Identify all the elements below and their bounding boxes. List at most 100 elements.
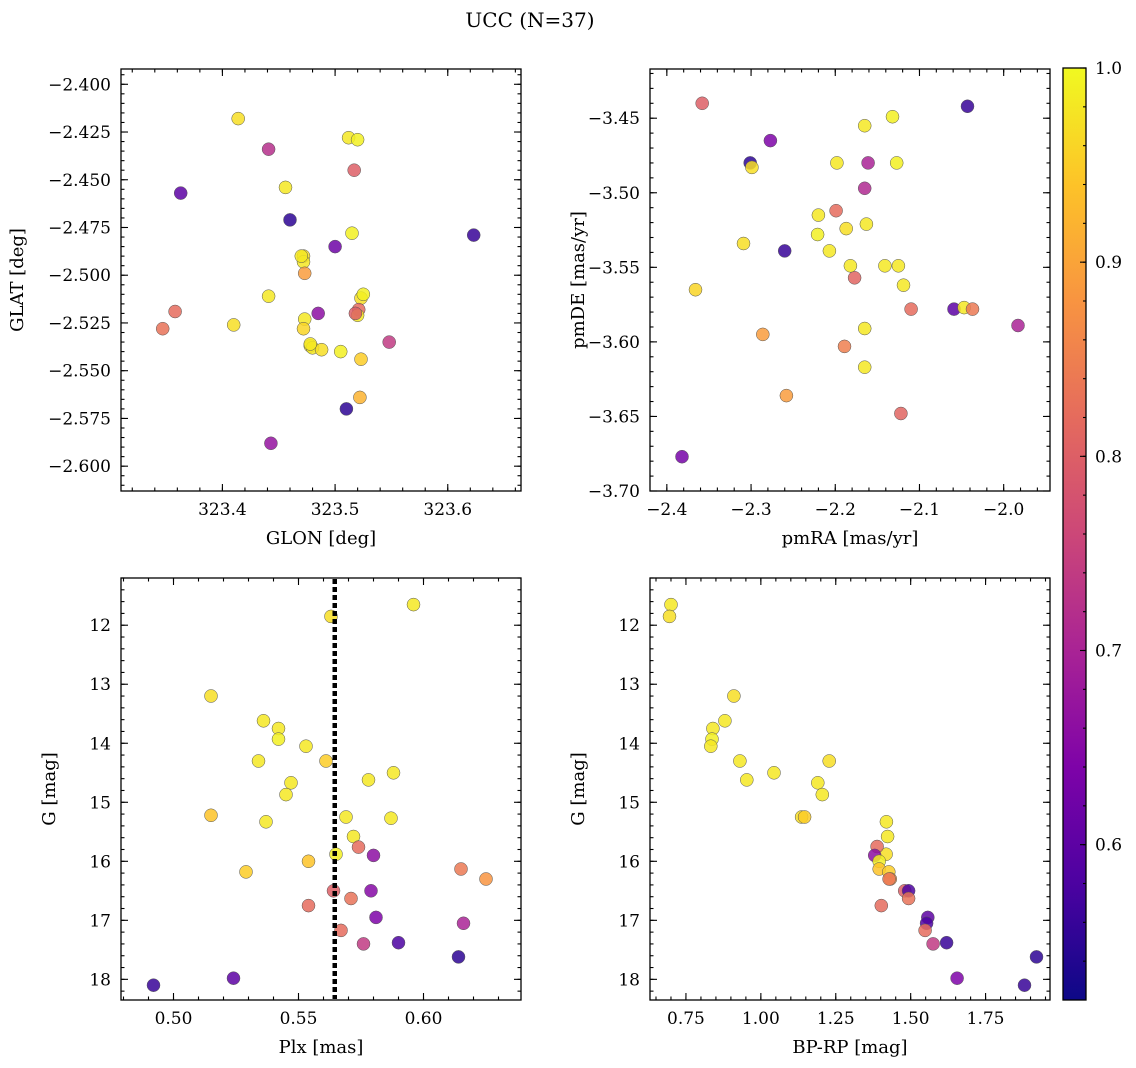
data-point bbox=[173, 186, 188, 200]
data-point bbox=[456, 916, 471, 931]
data-point bbox=[344, 891, 358, 906]
x-tick-label: 1.25 bbox=[817, 1009, 855, 1029]
x-axis-label: GLON [deg] bbox=[266, 528, 376, 549]
data-points bbox=[146, 597, 493, 992]
data-point bbox=[859, 217, 874, 231]
data-point bbox=[839, 221, 853, 236]
y-tick-label: −2.550 bbox=[48, 362, 111, 382]
data-point bbox=[745, 160, 759, 175]
data-point bbox=[351, 840, 366, 854]
data-point bbox=[406, 597, 421, 612]
data-point bbox=[284, 776, 298, 790]
data-point bbox=[918, 923, 932, 938]
x-tick-label: 1.75 bbox=[967, 1009, 1005, 1029]
data-point bbox=[822, 244, 837, 258]
x-axis-label: BP-RP [mag] bbox=[792, 1037, 907, 1058]
data-point bbox=[797, 810, 812, 824]
data-point bbox=[878, 259, 892, 273]
data-point bbox=[960, 99, 975, 114]
data-point bbox=[704, 739, 718, 753]
y-tick-label: −2.500 bbox=[48, 266, 111, 286]
data-point bbox=[810, 227, 825, 242]
axes-frame bbox=[649, 577, 1051, 1001]
y-tick-label: 14 bbox=[89, 734, 111, 754]
x-tick-label: 1.50 bbox=[892, 1009, 930, 1029]
y-tick-label: −2.400 bbox=[48, 75, 111, 95]
scatter-panel-4: 0.75 1.00 1.25 1.50 1.75 12 13 14 15 16 17 18 BP-RP … bbox=[568, 577, 1051, 1058]
colorbar-tick-label: 0.7 bbox=[1095, 642, 1122, 662]
y-tick-label: 16 bbox=[89, 852, 111, 872]
data-point bbox=[361, 773, 376, 787]
scatter-panel-1: 323.4 323.5 323.6 −2.600 −2.575 −2.550 −2.525 −… bbox=[7, 68, 522, 549]
colorbar-gradient bbox=[1063, 68, 1086, 1000]
y-tick-label: −3.65 bbox=[588, 407, 640, 427]
data-point bbox=[882, 872, 896, 886]
x-tick-label: −2.2 bbox=[815, 500, 856, 520]
x-tick-label: 323.4 bbox=[198, 500, 247, 520]
data-point bbox=[727, 689, 741, 703]
data-point bbox=[366, 848, 381, 863]
data-point bbox=[384, 811, 398, 825]
data-point bbox=[857, 118, 872, 133]
y-tick-label: 18 bbox=[618, 970, 640, 990]
x-tick-label: 323.5 bbox=[311, 500, 360, 520]
y-tick-label: −2.600 bbox=[48, 457, 111, 477]
data-point bbox=[348, 306, 363, 321]
axes-frame bbox=[120, 577, 522, 1001]
y-tick-label: −2.575 bbox=[48, 409, 111, 429]
data-point bbox=[830, 156, 844, 170]
y-tick-label: 17 bbox=[89, 911, 111, 931]
data-point bbox=[695, 96, 709, 111]
data-point bbox=[301, 854, 316, 869]
data-point bbox=[926, 937, 940, 951]
y-tick-label: 17 bbox=[618, 911, 640, 931]
data-point bbox=[880, 829, 895, 844]
data-point bbox=[231, 111, 245, 126]
data-point bbox=[364, 884, 378, 898]
x-tick-label: −2.0 bbox=[983, 500, 1024, 520]
scatter-panel-3: 0.50 0.55 0.60 12 13 14 15 16 17 18 Plx [mas] G [ma… bbox=[39, 577, 522, 1058]
data-point bbox=[675, 449, 689, 464]
x-tick-label: −2.4 bbox=[646, 500, 687, 520]
data-point bbox=[885, 109, 900, 124]
y-tick-label: 15 bbox=[618, 793, 640, 813]
axes-frame bbox=[120, 68, 522, 492]
data-point bbox=[278, 180, 293, 195]
data-point bbox=[353, 390, 367, 405]
y-axis-label: pmDE [mas/yr] bbox=[568, 211, 589, 349]
data-point bbox=[740, 773, 754, 787]
data-point bbox=[736, 236, 751, 251]
data-point bbox=[777, 244, 792, 258]
data-point bbox=[259, 815, 273, 829]
y-tick-label: 16 bbox=[618, 852, 640, 872]
data-point bbox=[894, 406, 908, 421]
y-tick-label: 13 bbox=[618, 675, 640, 695]
data-point bbox=[451, 950, 466, 964]
data-point bbox=[896, 278, 911, 292]
data-point bbox=[356, 287, 371, 302]
data-point bbox=[829, 203, 843, 218]
y-tick-label: 14 bbox=[618, 734, 640, 754]
data-point bbox=[303, 337, 318, 351]
y-tick-label: 15 bbox=[89, 793, 111, 813]
data-point bbox=[319, 754, 333, 768]
colorbar: 0.6 0.7 0.8 0.9 1.0 bbox=[1062, 59, 1122, 1001]
y-tick-label: −2.475 bbox=[48, 218, 111, 238]
data-point bbox=[168, 304, 182, 319]
colorbar-tick-label: 0.6 bbox=[1095, 836, 1122, 856]
data-point bbox=[874, 898, 889, 913]
data-point bbox=[1017, 978, 1032, 992]
data-point bbox=[226, 971, 241, 985]
data-point bbox=[756, 327, 770, 342]
data-point bbox=[879, 815, 894, 829]
x-axis-label: pmRA [mas/yr] bbox=[782, 528, 919, 549]
data-point bbox=[950, 971, 964, 985]
data-point bbox=[454, 862, 468, 876]
y-tick-label: 13 bbox=[89, 675, 111, 695]
data-point bbox=[297, 266, 312, 281]
data-point bbox=[688, 282, 703, 297]
data-points bbox=[675, 96, 1025, 464]
scatter-panel-2: −2.4 −2.3 −2.2 −2.1 −2.0 −3.70 −3.65 −3.60 −3.55… bbox=[568, 68, 1051, 549]
data-point bbox=[891, 259, 906, 273]
y-tick-label: −2.450 bbox=[48, 171, 111, 191]
